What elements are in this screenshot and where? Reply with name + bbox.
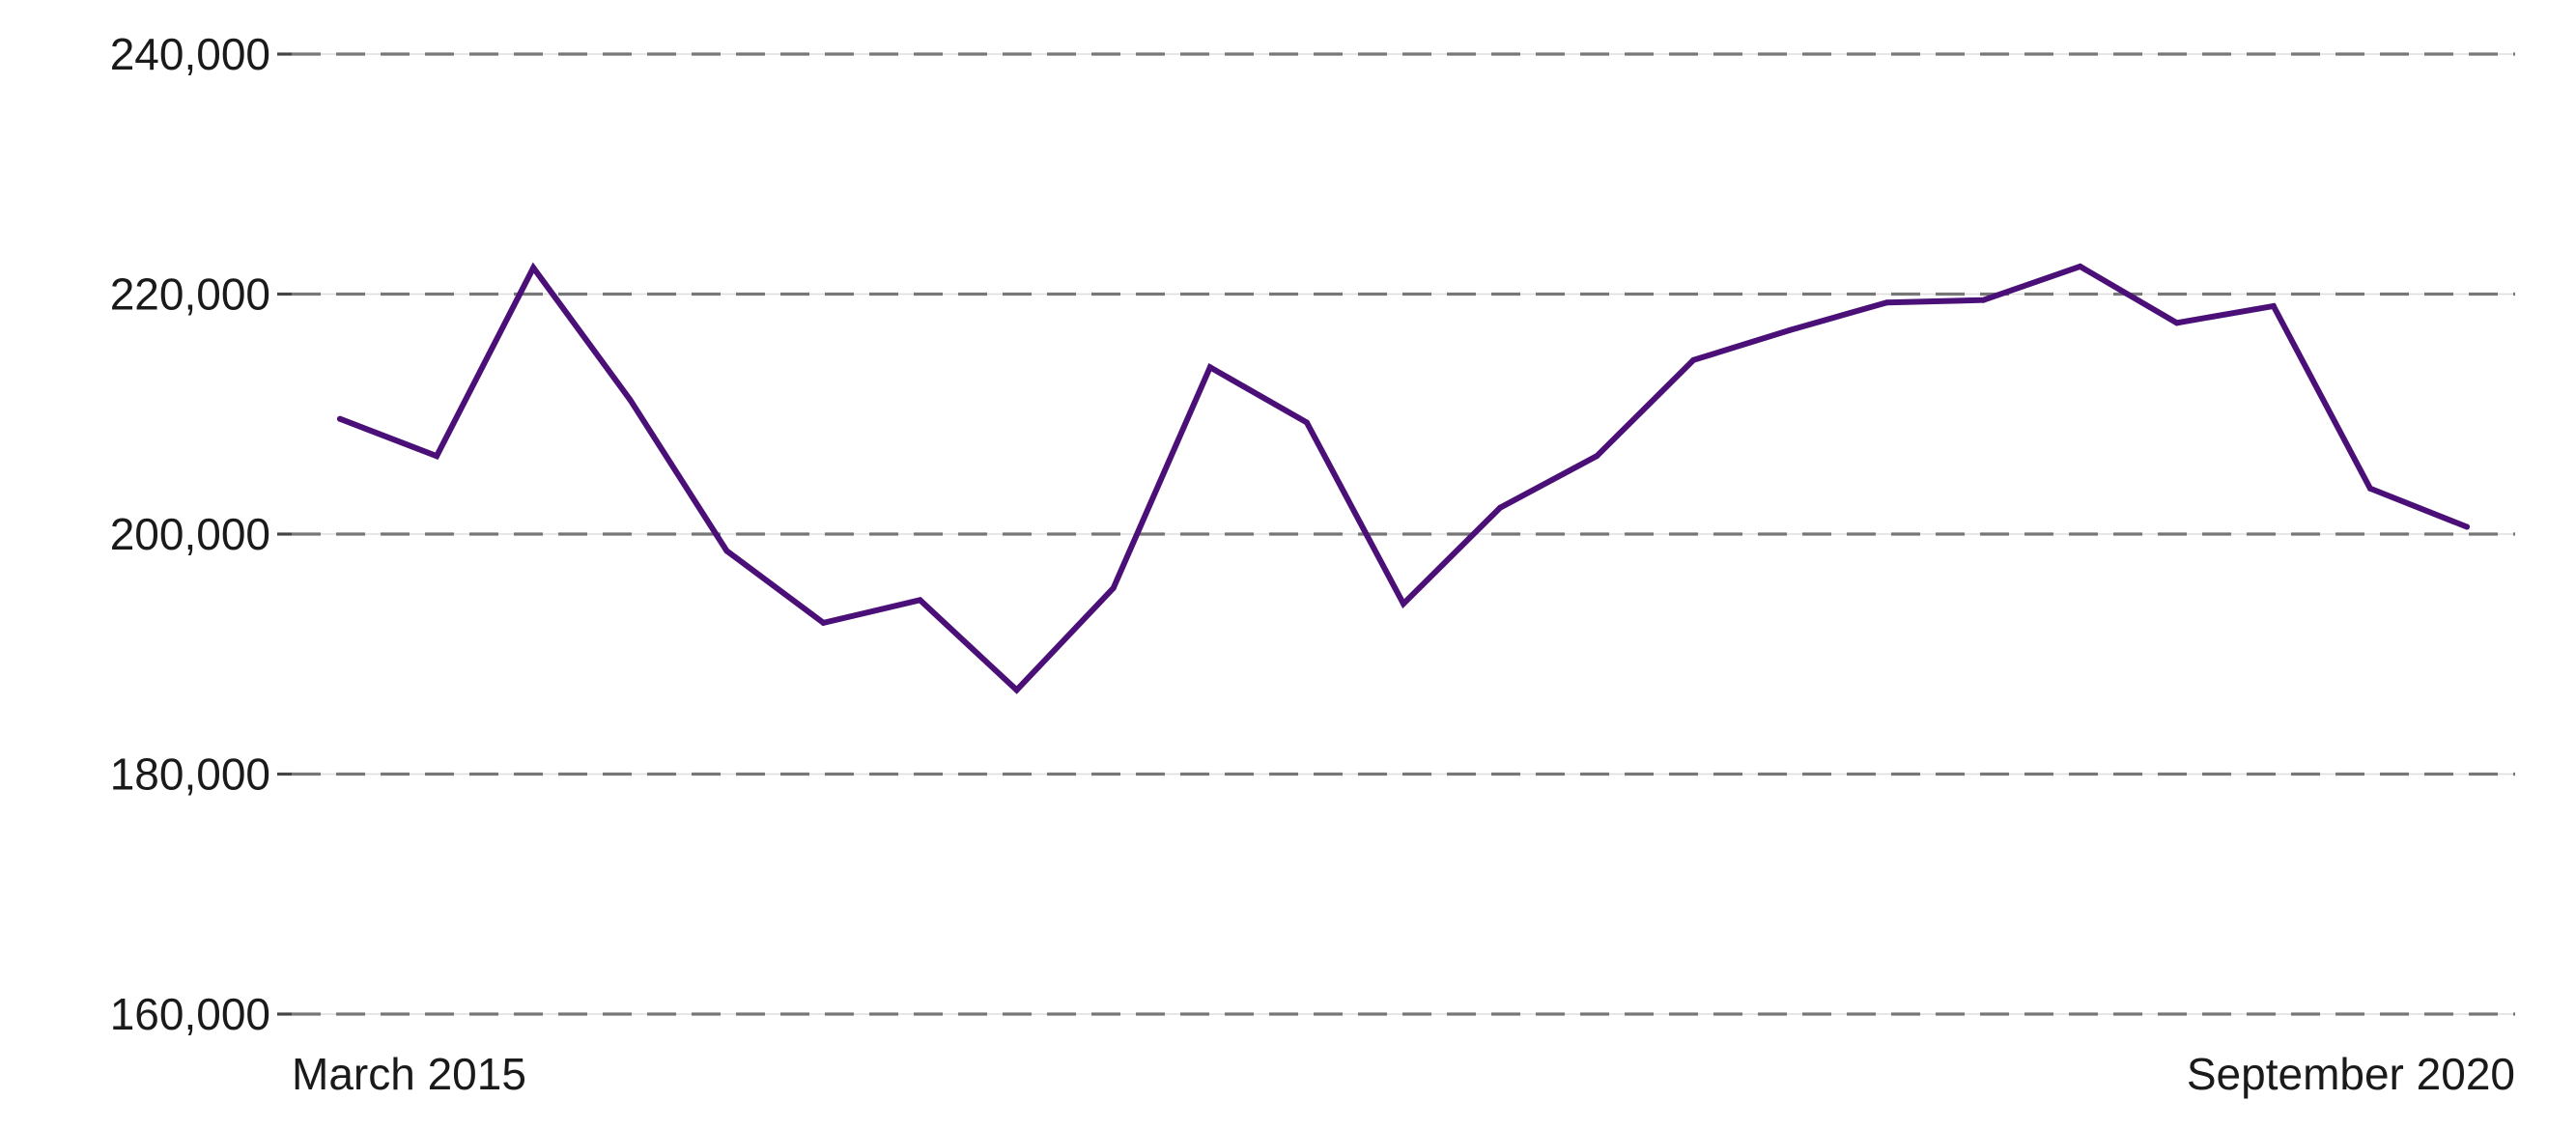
data-point xyxy=(1110,584,1117,591)
data-point xyxy=(2270,302,2277,309)
data-point xyxy=(1401,601,1406,607)
data-point xyxy=(2173,320,2180,326)
data-point xyxy=(434,453,440,460)
data-point xyxy=(917,597,923,604)
data-point xyxy=(723,548,730,554)
data-point xyxy=(530,265,537,271)
gridlines xyxy=(292,52,2515,1016)
data-point xyxy=(1206,364,1213,371)
y-tick-label: 220,000 xyxy=(110,269,270,320)
data-point xyxy=(1497,504,1504,511)
y-tick-label: 200,000 xyxy=(110,509,270,559)
y-tick-label: 160,000 xyxy=(110,989,270,1039)
data-point xyxy=(1013,687,1020,693)
data-point xyxy=(1980,296,1987,303)
data-point xyxy=(337,415,343,422)
data-point xyxy=(2077,263,2083,269)
data-point xyxy=(1303,419,1310,426)
data-point xyxy=(2464,523,2470,530)
data-point xyxy=(1594,453,1600,460)
data-point xyxy=(2366,485,2373,492)
x-tick-label-end: September 2020 xyxy=(2187,1049,2515,1099)
data-point xyxy=(820,619,827,626)
y-tick-label: 240,000 xyxy=(110,29,270,79)
data-point xyxy=(1787,326,1794,333)
series-line xyxy=(337,262,2470,694)
data-point xyxy=(1883,299,1890,306)
y-tick-label: 180,000 xyxy=(110,749,270,800)
data-point xyxy=(1690,356,1697,363)
x-tick-label-start: March 2015 xyxy=(292,1049,526,1099)
data-point xyxy=(627,396,634,403)
y-axis: 240,000 220,000 200,000 180,000 160,000 xyxy=(110,29,292,1039)
x-axis: March 2015 September 2020 xyxy=(292,1049,2515,1099)
series-layer xyxy=(337,262,2470,694)
